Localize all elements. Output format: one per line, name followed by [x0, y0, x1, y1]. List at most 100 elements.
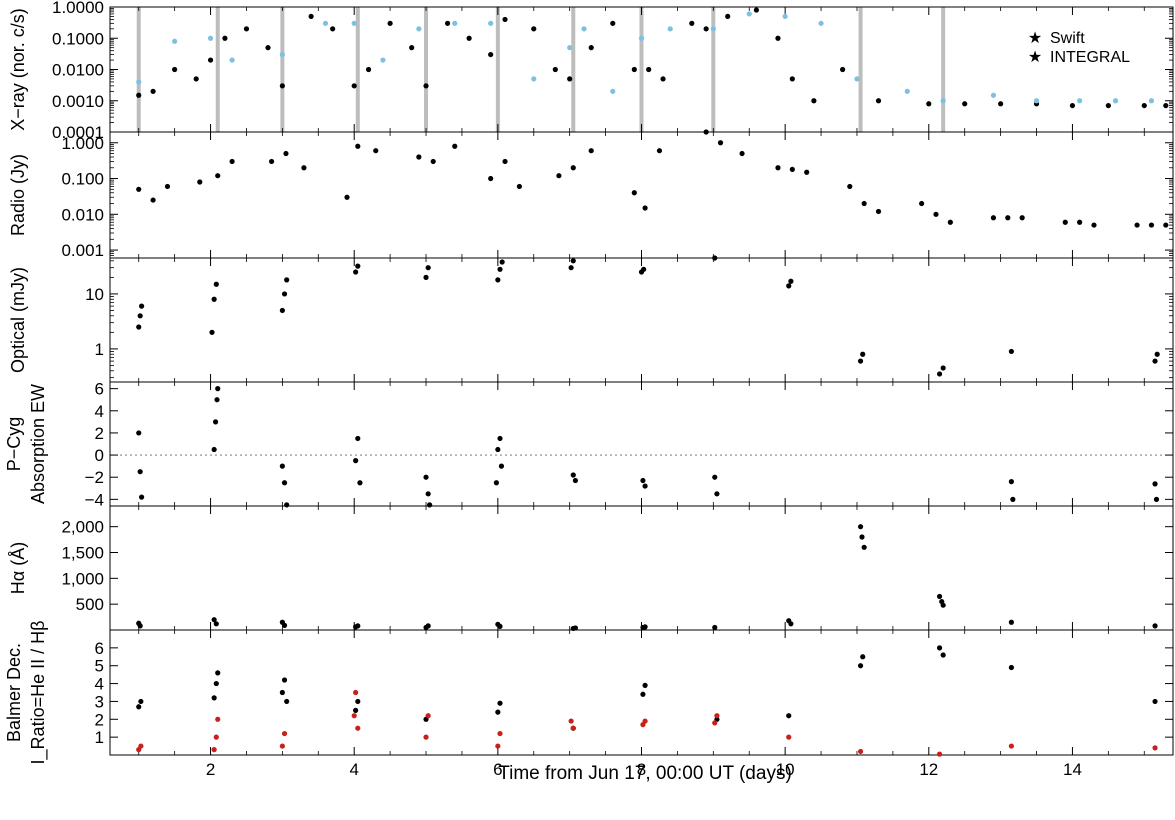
optical-point [570, 258, 576, 264]
x-tick-label: 4 [349, 760, 358, 779]
integral-point [811, 98, 817, 104]
swift-point [172, 38, 178, 44]
optical-point [137, 313, 143, 319]
gap-band [941, 7, 946, 132]
pcyg-point [1010, 496, 1016, 502]
halpha-point [857, 524, 864, 530]
radio-point [804, 169, 810, 175]
radio-point [588, 148, 594, 154]
radio-point [502, 158, 508, 165]
balmer-dec--point [284, 698, 290, 705]
integral-point [552, 66, 558, 73]
gap-band [355, 7, 360, 132]
y-tick-label: 2 [95, 424, 104, 443]
pcyg-point [215, 386, 221, 392]
swift-point [416, 26, 422, 32]
radio-point [269, 158, 275, 165]
y-tick-label: 3 [95, 692, 104, 711]
balmer-dec--point [640, 691, 646, 697]
halpha-point [497, 623, 503, 629]
integral-point [753, 7, 760, 13]
radio-point [703, 129, 709, 135]
radio-point [301, 165, 307, 171]
radio-point [197, 179, 203, 185]
swift-point [322, 20, 329, 26]
i-ratio-he-ii-h--point [857, 748, 864, 755]
integral-point [689, 20, 695, 26]
halpha-point [936, 593, 943, 600]
legend-label: INTEGRAL [1050, 49, 1130, 66]
optical-point [136, 324, 142, 330]
x-tick-label: 14 [1063, 760, 1082, 779]
radio-point [373, 148, 379, 154]
swift-point [1033, 98, 1040, 104]
optical-point [857, 358, 864, 364]
halpha-point [859, 534, 865, 540]
y-tick-label: 2 [95, 710, 104, 729]
optical-point [1152, 358, 1158, 364]
integral-point [531, 26, 537, 32]
pcyg-point [136, 430, 142, 436]
i-ratio-he-ii-h--point [570, 725, 576, 731]
integral-point [1163, 102, 1169, 109]
i-ratio-he-ii-h--point [211, 747, 217, 753]
x-tick-label: 12 [919, 760, 938, 779]
swift-point [1148, 98, 1155, 104]
halpha-point [355, 623, 361, 629]
i-ratio-he-ii-h--point [213, 734, 219, 740]
integral-point [962, 101, 968, 107]
integral-point [488, 51, 494, 58]
gap-band [215, 7, 220, 132]
halpha-point [1152, 623, 1158, 629]
y-tick-label: 0.1000 [52, 29, 104, 48]
y-tick-label: 5 [95, 657, 104, 676]
swift-point [567, 45, 573, 51]
integral-point [567, 76, 573, 82]
pcyg-point [714, 491, 720, 497]
radio-frame [109, 131, 1174, 259]
swift-point [782, 13, 788, 20]
pcyg-point [423, 474, 429, 480]
optical-panel: 1 10 Optical (mJy) [8, 255, 1174, 383]
balmer-dec--point [136, 704, 142, 710]
optical-point [940, 365, 946, 371]
pcyg-point [211, 446, 217, 453]
halpha-point [712, 624, 718, 631]
radio-point [229, 158, 235, 165]
legend-label: Swift [1050, 30, 1085, 47]
optical-point [353, 269, 359, 275]
gap-band [136, 7, 141, 132]
i-ratio-he-ii-h--point [1008, 743, 1014, 749]
pcyg-point [214, 397, 220, 403]
balmer-dec--point [281, 677, 288, 683]
optical-point [788, 278, 794, 284]
y-tick-label: 0.010 [61, 205, 104, 224]
swift-point [136, 79, 142, 85]
balmer-dec--point [642, 682, 648, 688]
optical-point [1154, 351, 1160, 357]
radio-point [642, 205, 648, 211]
gap-band [280, 7, 285, 132]
pcyg-point [1153, 496, 1160, 502]
gap-band [711, 7, 716, 132]
radio-point [1163, 222, 1169, 228]
integral-point [330, 26, 336, 32]
optical-point [712, 255, 718, 261]
integral-point [409, 45, 415, 51]
balmer-dec--point [936, 645, 943, 651]
halpha-point [137, 623, 143, 629]
halpha-point [788, 621, 794, 627]
y-tick-label: 500 [76, 595, 104, 614]
balmer-dec--point [355, 698, 361, 705]
pcyg-point [712, 474, 718, 480]
radio-point [430, 158, 436, 165]
radio-point [933, 211, 939, 217]
integral-point [998, 101, 1004, 107]
optical-point [499, 259, 505, 265]
integral-point [172, 66, 178, 73]
swift-point [854, 76, 860, 82]
halpha-y-axis-title: Hα (Å) [8, 542, 28, 594]
radio-point [947, 219, 953, 225]
pcyg-point [1008, 479, 1014, 485]
